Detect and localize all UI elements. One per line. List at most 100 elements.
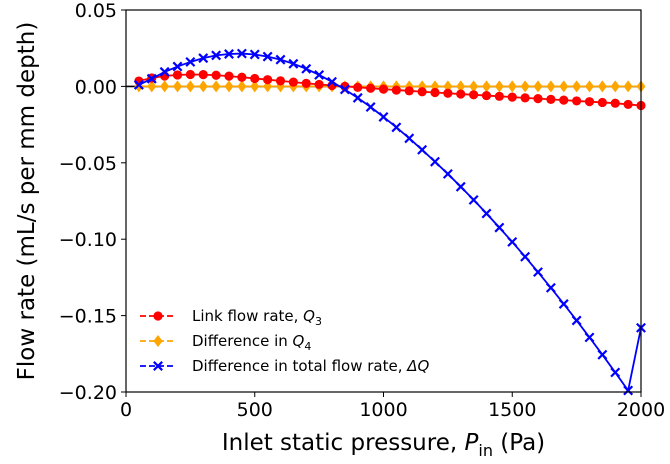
series-point-diamond <box>237 80 247 93</box>
series-point-circle <box>533 94 543 104</box>
x-marker-stroke <box>558 299 569 309</box>
legend-label-var: ΔQ <box>406 357 429 375</box>
x-marker-stroke <box>327 76 337 87</box>
series-point-x <box>249 49 260 60</box>
series-point-circle <box>314 79 324 90</box>
y-tick-label: 0.05 <box>75 0 117 22</box>
legend-label-sub: 3 <box>315 315 322 328</box>
x-tick-label: 2000 <box>617 399 665 421</box>
series-point-diamond <box>533 80 543 93</box>
series-point-diamond <box>507 80 517 93</box>
legend-label-var: Q <box>293 332 305 350</box>
series-3 <box>133 48 646 396</box>
series-point-diamond <box>160 80 170 93</box>
series-point-diamond <box>469 80 479 93</box>
legend-entry-1: Link flow rate, Q3 <box>140 307 322 328</box>
x-axis-label: Inlet static pressure, Pin (Pa) <box>222 430 545 460</box>
series-point-diamond <box>559 80 569 93</box>
x-marker-stroke <box>545 282 556 293</box>
x-marker-stroke <box>430 156 440 167</box>
y-tick-label: −0.20 <box>59 382 117 404</box>
series-point-diamond <box>546 80 556 93</box>
x-marker-stroke <box>507 236 518 247</box>
legend-entry-3: Difference in total flow rate, ΔQ <box>140 357 430 375</box>
series-point-circle <box>275 76 286 86</box>
x-marker-stroke <box>262 51 273 62</box>
series-point-x <box>442 168 453 179</box>
x-marker-stroke <box>133 79 144 90</box>
series-point-x <box>404 133 415 144</box>
series-point-diamond <box>198 80 208 93</box>
series-point-circle <box>237 72 247 82</box>
x-marker-stroke <box>623 385 634 396</box>
series-point-circle <box>417 87 427 97</box>
series-point-circle <box>623 99 633 110</box>
series-point-diamond <box>494 80 504 93</box>
series-point-x <box>185 56 196 67</box>
series-point-x <box>327 76 337 87</box>
x-marker-stroke <box>571 315 582 326</box>
legend-label-var: Q <box>303 307 315 325</box>
series-point-x <box>584 332 595 343</box>
series-point-circle <box>153 311 163 321</box>
series-point-circle <box>443 88 453 98</box>
series-point-circle <box>263 75 273 85</box>
x-axis-label-unit: (Pa) <box>493 430 545 456</box>
series-point-x <box>275 54 286 65</box>
series-line <box>138 52 642 393</box>
legend-label-main: Link flow rate, <box>192 307 303 325</box>
series-point-x <box>314 69 325 80</box>
x-marker-stroke <box>494 222 505 233</box>
x-marker-stroke <box>365 102 376 113</box>
y-tick-label: 0.00 <box>75 76 117 98</box>
series-point-x <box>391 122 402 133</box>
x-axis-label-sub: in <box>478 441 493 460</box>
legend-entry-2: Difference in Q4 <box>140 332 311 353</box>
x-marker-stroke <box>224 49 234 59</box>
series-point-x <box>533 267 543 278</box>
legend: Link flow rate, Q3 Difference in Q4 Differ… <box>140 307 430 375</box>
series-point-circle <box>546 94 556 104</box>
legend-label-main: Difference in total flow rate, <box>192 357 407 375</box>
series-point-circle <box>469 90 479 100</box>
series-point-circle <box>584 97 595 107</box>
x-marker-stroke <box>597 349 608 360</box>
x-marker-stroke <box>468 194 479 205</box>
series-point-x <box>153 361 163 371</box>
series-point-x <box>159 66 170 77</box>
x-tick-label: 1500 <box>488 399 536 421</box>
x-marker-stroke <box>610 367 621 378</box>
series-point-x <box>507 236 518 247</box>
x-marker-stroke <box>159 66 170 77</box>
x-marker-stroke <box>442 168 453 179</box>
series-point-diamond <box>520 80 530 93</box>
series-point-diamond <box>147 80 157 93</box>
series-point-x <box>146 73 157 84</box>
series-point-x <box>545 282 556 293</box>
y-axis-label: Flow rate (mL/s per mm depth) <box>14 22 40 381</box>
series-point-x <box>610 367 621 378</box>
series-point-x <box>558 299 569 309</box>
y-tick-label: −0.15 <box>59 306 117 328</box>
series-point-circle <box>494 91 504 101</box>
x-marker-stroke <box>288 58 299 69</box>
x-marker-stroke <box>172 61 183 72</box>
series-point-x <box>236 48 247 59</box>
x-marker-stroke <box>185 56 196 67</box>
series-point-circle <box>610 98 620 108</box>
x-marker-stroke <box>404 133 415 144</box>
x-tick-label: 0 <box>120 399 132 421</box>
series-point-x <box>481 208 492 219</box>
series-point-x <box>288 58 299 69</box>
series-point-circle <box>172 70 183 80</box>
x-marker-stroke <box>211 50 222 61</box>
series-point-circle <box>456 89 466 99</box>
series-point-x <box>468 194 479 205</box>
x-tick-label: 500 <box>237 399 273 421</box>
x-marker-stroke <box>481 208 492 219</box>
series-point-x <box>571 315 582 326</box>
series-point-x <box>378 111 389 122</box>
series-point-circle <box>288 77 298 87</box>
x-axis-label-main: Inlet static pressure, <box>222 430 465 456</box>
